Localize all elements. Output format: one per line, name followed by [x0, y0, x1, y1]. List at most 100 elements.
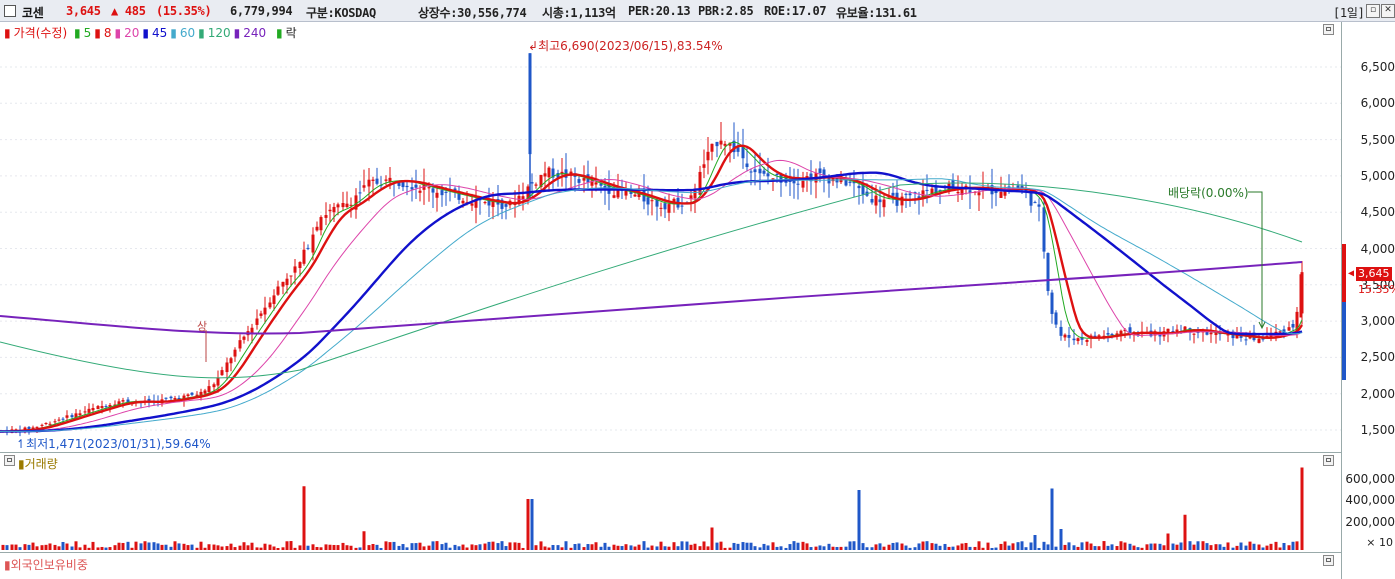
- price-chart-canvas[interactable]: [0, 0, 1341, 579]
- volume-bar: [986, 542, 990, 550]
- foreign-panel-maximize-icon[interactable]: [1323, 555, 1334, 566]
- ma-legend-label-120[interactable]: 120: [207, 26, 231, 40]
- volume-bar: [530, 499, 534, 550]
- candle-body: [637, 192, 641, 197]
- candle-body: [1072, 338, 1076, 341]
- candle-body: [358, 192, 362, 194]
- foreign-panel-divider[interactable]: [0, 552, 1341, 553]
- volume-bar: [822, 546, 826, 550]
- candle-body: [487, 200, 491, 206]
- volume-bar: [882, 546, 886, 550]
- volume-bar: [238, 545, 242, 550]
- restore-icon[interactable]: ▫: [1366, 4, 1380, 18]
- volume-bar: [130, 547, 134, 550]
- candle-body: [878, 199, 882, 203]
- candle-body: [362, 185, 366, 188]
- volume-bar: [418, 542, 422, 550]
- volume-bar: [285, 541, 289, 550]
- volume-bar: [560, 547, 564, 550]
- ma120-line: [0, 182, 1303, 379]
- price-axis[interactable]: 6,500 6,000 5,500 5,000 4,500 4,000 3,500 3,000…: [1341, 22, 1395, 579]
- volume-bar: [405, 547, 409, 550]
- candle-body: [1119, 330, 1123, 336]
- volume-bar: [792, 541, 796, 550]
- volume-bar: [461, 544, 465, 550]
- high-arrow-icon: ↲: [528, 39, 539, 53]
- period-selector[interactable]: [1일]: [1333, 6, 1365, 20]
- candle-body: [375, 178, 379, 184]
- candle-body: [1123, 329, 1127, 332]
- volume-bar: [521, 547, 525, 550]
- stock-name[interactable]: 코센: [22, 6, 44, 20]
- volume-bar: [474, 545, 478, 550]
- ma-legend-label-240[interactable]: 240: [243, 26, 267, 40]
- ma-legend-label-5[interactable]: 5: [83, 26, 92, 40]
- volume-bar: [182, 543, 186, 550]
- candle-body: [259, 313, 263, 316]
- volume-bar: [302, 486, 306, 550]
- volume-bar: [672, 542, 676, 550]
- volume-bar: [732, 542, 736, 550]
- volume-panel-menu-icon[interactable]: [4, 455, 15, 466]
- price-panel-maximize-icon[interactable]: [1323, 24, 1334, 35]
- volume-bar: [1149, 543, 1153, 550]
- volume-bar: [470, 544, 474, 550]
- pbr-value: PBR:2.85: [698, 4, 754, 18]
- volume-bar: [599, 546, 603, 550]
- candle-body: [534, 184, 538, 186]
- volume-bar: [91, 541, 95, 550]
- volume-bar: [753, 546, 757, 550]
- candle-body: [934, 185, 938, 194]
- volume-bar: [1162, 545, 1166, 550]
- volume-bar: [917, 543, 921, 550]
- candle-body: [414, 184, 418, 188]
- volume-bar: [478, 544, 482, 550]
- volume-panel-maximize-icon[interactable]: [1323, 455, 1334, 466]
- volume-bar: [1300, 467, 1304, 550]
- ma-legend-marker: ▮: [198, 26, 205, 40]
- ma-legend-label-60[interactable]: 60: [179, 26, 196, 40]
- volume-bar: [349, 545, 353, 550]
- close-icon[interactable]: ✕: [1381, 4, 1395, 18]
- candle-body: [556, 173, 560, 178]
- volume-bar: [65, 543, 69, 550]
- candle-body: [388, 177, 392, 183]
- candle-body: [624, 190, 628, 196]
- candle-body: [427, 187, 431, 189]
- volume-bar: [827, 543, 831, 550]
- candle-body: [999, 191, 1003, 198]
- candle-body: [293, 266, 297, 273]
- volume-bar: [796, 542, 800, 550]
- candle-body: [233, 349, 237, 357]
- volume-bar: [126, 541, 130, 550]
- ma240-line: [0, 261, 1303, 335]
- volume-bar: [801, 541, 805, 550]
- volume-bar: [496, 543, 500, 550]
- volume-bar: [650, 545, 654, 550]
- price-axis-tick: 6,000: [1360, 96, 1395, 111]
- ma-legend-label-45[interactable]: 45: [151, 26, 168, 40]
- candle-body: [444, 191, 448, 193]
- ma-legend-label-8[interactable]: 8: [103, 26, 112, 40]
- volume-panel-divider[interactable]: [0, 452, 1341, 453]
- foreign-panel-title-text: 외국인보유비중: [10, 558, 88, 572]
- price-axis-tick: 5,500: [1360, 132, 1395, 147]
- volume-bar: [852, 541, 856, 550]
- candle-body: [276, 286, 280, 295]
- volume-bar: [362, 531, 366, 550]
- candle-body: [302, 249, 306, 264]
- volume-bar: [977, 541, 981, 550]
- candle-body: [900, 196, 904, 206]
- ma60-line: [0, 178, 1303, 432]
- volume-bar: [878, 543, 882, 550]
- select-checkbox[interactable]: [4, 5, 16, 17]
- volume-bar: [156, 543, 160, 550]
- ma-legend-label-20[interactable]: 20: [124, 26, 140, 40]
- candle-body: [646, 197, 650, 205]
- candle-body: [435, 192, 439, 198]
- volume-bar: [943, 543, 947, 550]
- volume-bar: [594, 542, 598, 550]
- legend-price-label[interactable]: 가격(수정): [13, 26, 68, 40]
- candle-body: [1102, 335, 1106, 337]
- volume-bar: [1209, 545, 1213, 550]
